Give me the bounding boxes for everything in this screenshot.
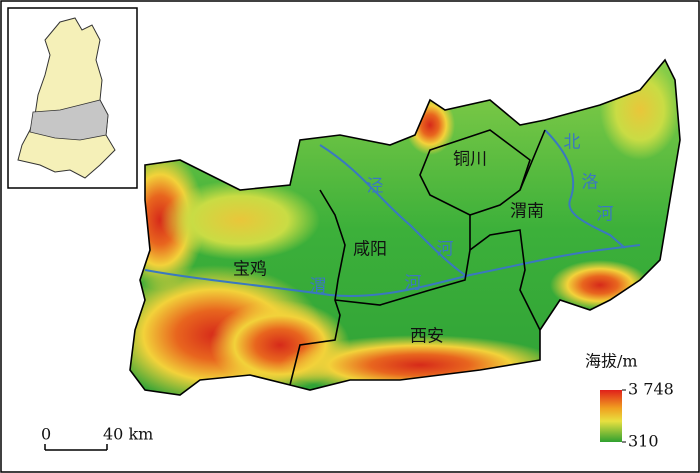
legend-bar xyxy=(600,390,622,442)
legend: 海拔/m 3 748 310 xyxy=(585,352,674,451)
river-label: 河 xyxy=(437,240,454,260)
jing-river xyxy=(319,144,466,276)
region-label: 西安 xyxy=(410,327,444,347)
rivers xyxy=(144,129,641,297)
region-label: 铜川 xyxy=(453,150,487,170)
scale-bar: 0 40 km xyxy=(41,425,153,451)
river-label: 河 xyxy=(597,205,614,225)
outline xyxy=(129,58,681,396)
boundaries xyxy=(129,58,681,396)
legend-title: 海拔/m xyxy=(585,352,638,371)
legend-label: 3 748 xyxy=(628,380,674,399)
legend-label: 310 xyxy=(628,432,659,451)
river-label: 河 xyxy=(405,274,422,294)
region-label: 宝鸡 xyxy=(233,260,267,280)
river-label: 洛 xyxy=(582,173,599,193)
scale-label: 40 km xyxy=(103,425,153,444)
weinan-border xyxy=(469,129,546,250)
scale-label: 0 xyxy=(41,425,51,444)
study-area xyxy=(29,99,109,141)
region-label: 咸阳 xyxy=(353,240,387,260)
inset xyxy=(7,7,138,189)
river-label: 泾 xyxy=(367,177,384,197)
river-label: 渭 xyxy=(310,277,327,297)
xian-border xyxy=(334,229,541,331)
wei-river xyxy=(144,244,641,297)
region-label: 渭南 xyxy=(510,202,544,222)
luo-river xyxy=(544,129,626,249)
river-label: 北 xyxy=(564,133,581,153)
